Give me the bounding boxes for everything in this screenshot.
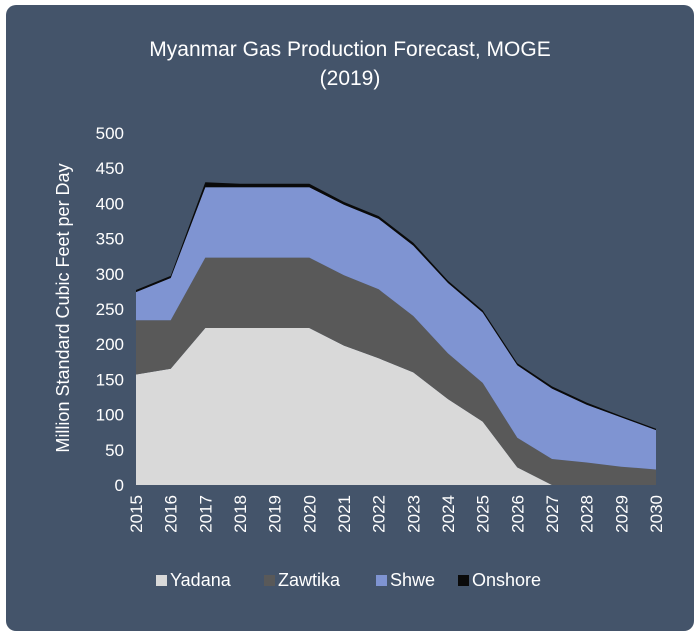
x-tick-label: 2020	[300, 495, 319, 533]
legend-label: Onshore	[472, 570, 541, 590]
y-axis-title: Million Standard Cubic Feet per Day	[53, 163, 73, 452]
x-tick-label: 2017	[196, 495, 215, 533]
series-areas	[136, 182, 656, 485]
legend-item-onshore: Onshore	[458, 570, 541, 590]
legend-item-shwe: Shwe	[376, 570, 435, 590]
y-tick-label: 0	[115, 476, 124, 495]
chart-canvas: Myanmar Gas Production Forecast, MOGE (2…	[53, 38, 666, 590]
x-tick-label: 2023	[404, 495, 423, 533]
x-tick-label: 2018	[231, 495, 250, 533]
legend-swatch	[156, 575, 167, 586]
legend-item-yadana: Yadana	[156, 570, 232, 590]
x-tick-label: 2016	[162, 495, 181, 533]
y-tick-label: 250	[96, 300, 124, 319]
y-tick-label: 500	[96, 124, 124, 143]
legend-label: Yadana	[170, 570, 232, 590]
y-tick-label: 450	[96, 159, 124, 178]
series-area-onshore	[136, 182, 656, 431]
x-tick-label: 2022	[370, 495, 389, 533]
legend-swatch	[458, 575, 469, 586]
legend-swatch	[376, 575, 387, 586]
x-axis-ticks: 2015 2016 2017 2018 2019 2020 2021 2022 2023 2024…	[127, 495, 666, 533]
legend: Yadana Zawtika Shwe Onshore	[156, 570, 541, 590]
legend-label: Shwe	[390, 570, 435, 590]
x-tick-label: 2027	[543, 495, 562, 533]
legend-item-zawtika: Zawtika	[264, 570, 341, 590]
x-tick-label: 2024	[439, 495, 458, 533]
chart-frame: Myanmar Gas Production Forecast, MOGE (2…	[6, 5, 694, 631]
y-tick-label: 350	[96, 230, 124, 249]
y-axis-ticks: 0 50 100 150 200 250 300 350 400 450 500	[96, 124, 124, 495]
series-area-zawtika	[136, 257, 656, 485]
x-tick-label: 2030	[647, 495, 666, 533]
legend-swatch	[264, 575, 275, 586]
x-tick-label: 2019	[266, 495, 285, 533]
x-tick-label: 2021	[335, 495, 354, 533]
x-tick-label: 2028	[578, 495, 597, 533]
y-tick-label: 300	[96, 265, 124, 284]
series-area-yadana	[136, 328, 656, 485]
x-tick-label: 2029	[612, 495, 631, 533]
y-tick-label: 400	[96, 194, 124, 213]
y-tick-label: 100	[96, 406, 124, 425]
chart-subtitle: (2019)	[320, 67, 381, 90]
chart-title: Myanmar Gas Production Forecast, MOGE	[149, 38, 550, 61]
y-tick-label: 200	[96, 335, 124, 354]
x-tick-label: 2025	[474, 495, 493, 533]
x-tick-label: 2026	[508, 495, 527, 533]
y-tick-label: 50	[105, 441, 124, 460]
legend-label: Zawtika	[278, 570, 341, 590]
y-tick-label: 150	[96, 370, 124, 389]
series-area-shwe	[136, 187, 656, 470]
x-tick-label: 2015	[127, 495, 146, 533]
